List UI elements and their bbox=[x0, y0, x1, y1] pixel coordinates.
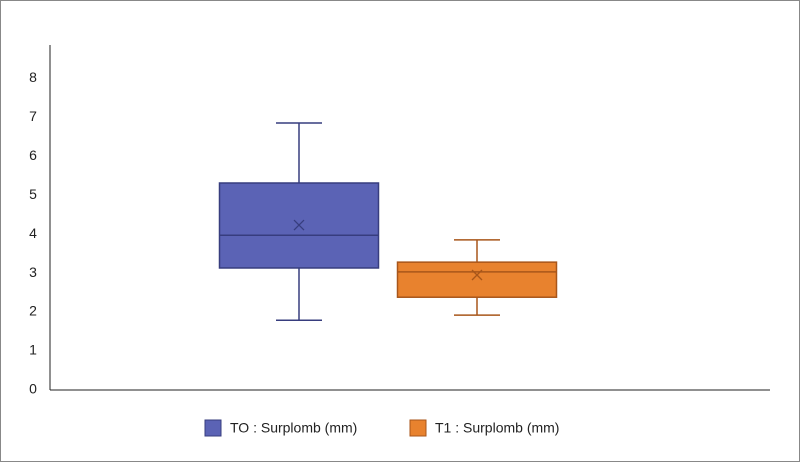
y-tick-label: 5 bbox=[29, 186, 37, 202]
legend-label: TO : Surplomb (mm) bbox=[230, 420, 357, 436]
legend-swatch bbox=[409, 419, 427, 437]
y-tick-label: 6 bbox=[29, 147, 37, 163]
box bbox=[218, 182, 380, 269]
legend-label: T1 : Surplomb (mm) bbox=[435, 420, 559, 436]
y-tick-label: 7 bbox=[29, 108, 37, 124]
legend-swatch bbox=[204, 419, 222, 437]
mean-marker bbox=[471, 269, 483, 281]
box bbox=[396, 261, 558, 298]
y-tick-label: 3 bbox=[29, 264, 37, 280]
y-tick-label: 2 bbox=[29, 303, 37, 319]
mean-marker bbox=[293, 219, 305, 231]
y-tick-label: 4 bbox=[29, 225, 37, 241]
y-tick-label: 1 bbox=[29, 342, 37, 358]
y-tick-label: 8 bbox=[29, 69, 37, 85]
y-tick-label: 0 bbox=[29, 381, 37, 397]
